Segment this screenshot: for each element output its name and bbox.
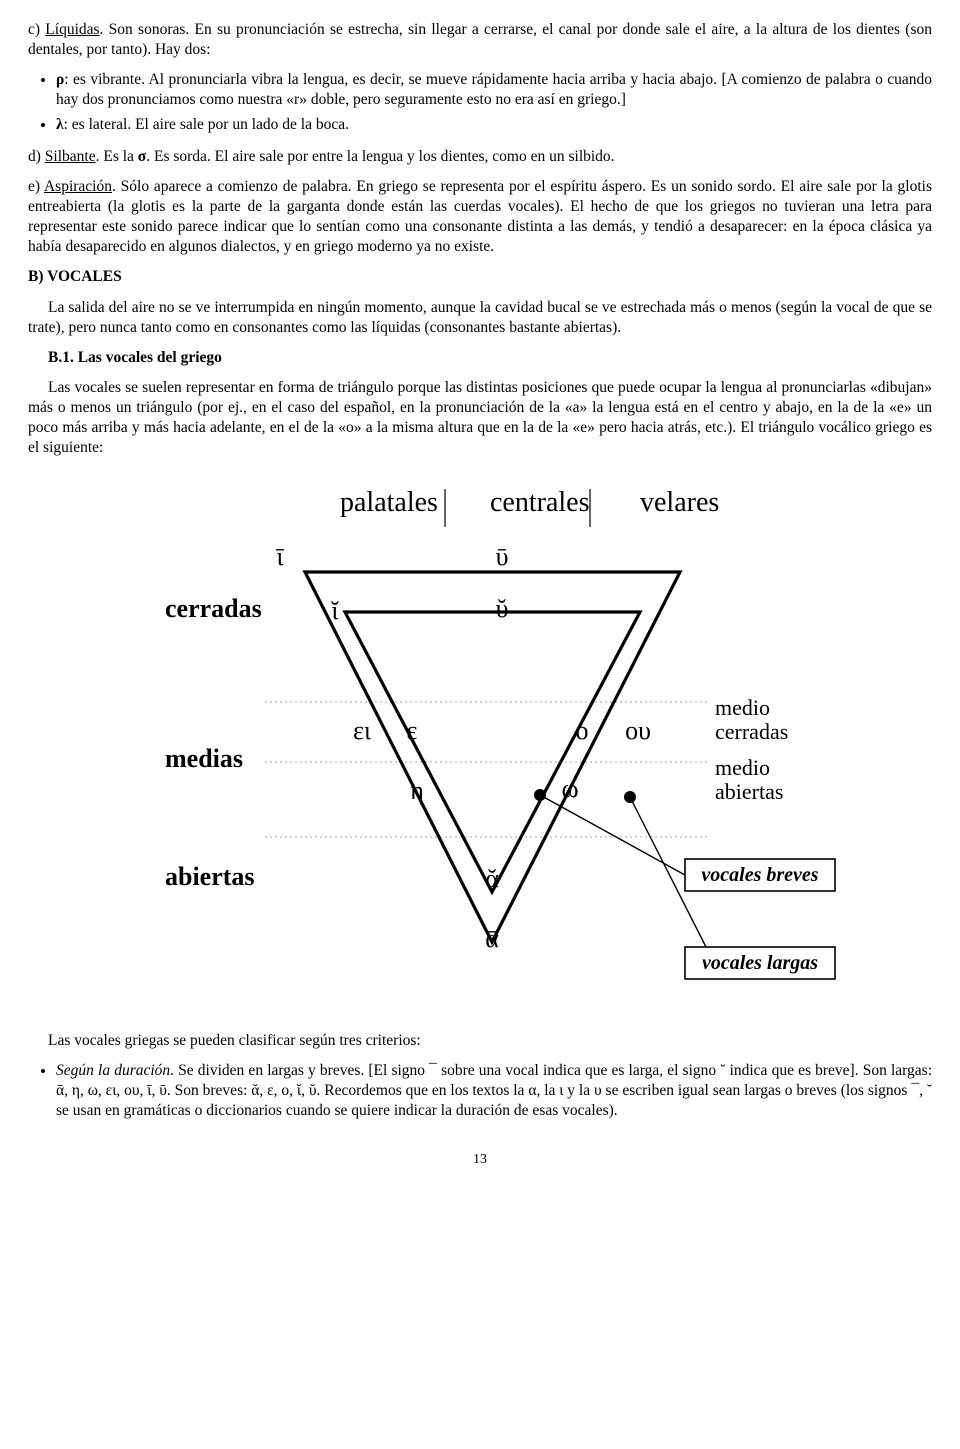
svg-text:ου: ου <box>625 716 651 745</box>
svg-text:abiertas: abiertas <box>715 779 783 804</box>
svg-text:ω: ω <box>561 774 578 803</box>
svg-text:ο: ο <box>576 716 589 745</box>
list-liquidas: ρ: es vibrante. Al pronunciarla vibra la… <box>56 70 932 134</box>
page-number: 13 <box>28 1151 932 1169</box>
svg-text:vocales largas: vocales largas <box>702 952 818 974</box>
svg-text:centrales: centrales <box>490 487 590 518</box>
svg-text:velares: velares <box>640 487 719 518</box>
svg-text:ᾱ: ᾱ <box>485 924 499 953</box>
para-liquidas: c) Líquidas. Son sonoras. En su pronunci… <box>28 20 932 60</box>
svg-text:palatales: palatales <box>340 487 438 518</box>
para-b1: Las vocales se suelen representar en for… <box>28 378 932 459</box>
heading-b1: B.1. Las vocales del griego <box>28 348 932 368</box>
svg-text:ῡ: ῡ <box>496 542 509 571</box>
svg-text:ᾰ: ᾰ <box>485 864 499 893</box>
para-aspiracion: e) Aspiración. Sólo aparece a comienzo d… <box>28 177 932 258</box>
li-duracion: Según la duración. Se dividen en largas … <box>56 1061 932 1121</box>
svg-text:ῐ: ῐ <box>331 596 340 625</box>
para-silbante: d) Silbante. Es la σ. Es sorda. El aire … <box>28 147 932 167</box>
svg-text:ῑ: ῑ <box>276 542 285 571</box>
svg-text:medias: medias <box>165 744 243 773</box>
svg-text:ῠ: ῠ <box>496 594 509 623</box>
vowel-triangle-diagram: palatales centrales velares cerradas medias a… <box>28 477 932 1003</box>
svg-text:ει: ει <box>353 716 371 745</box>
li-rho: ρ: es vibrante. Al pronunciarla vibra la… <box>56 70 932 110</box>
svg-text:η: η <box>410 776 424 805</box>
para-criterios: Las vocales griegas se pueden clasificar… <box>28 1031 932 1051</box>
svg-text:cerradas: cerradas <box>715 719 788 744</box>
svg-text:medio: medio <box>715 755 770 780</box>
svg-text:cerradas: cerradas <box>165 594 262 623</box>
li-lambda: λ: es lateral. El aire sale por un lado … <box>56 115 932 135</box>
svg-text:medio: medio <box>715 695 770 720</box>
list-criterios: Según la duración. Se dividen en largas … <box>56 1061 932 1121</box>
heading-vocales: B) VOCALES <box>28 267 932 287</box>
svg-text:abiertas: abiertas <box>165 862 255 891</box>
svg-text:vocales breves: vocales breves <box>701 864 818 886</box>
svg-text:ε: ε <box>407 716 418 745</box>
para-vocales-intro: La salida del aire no se ve interrumpida… <box>28 298 932 338</box>
